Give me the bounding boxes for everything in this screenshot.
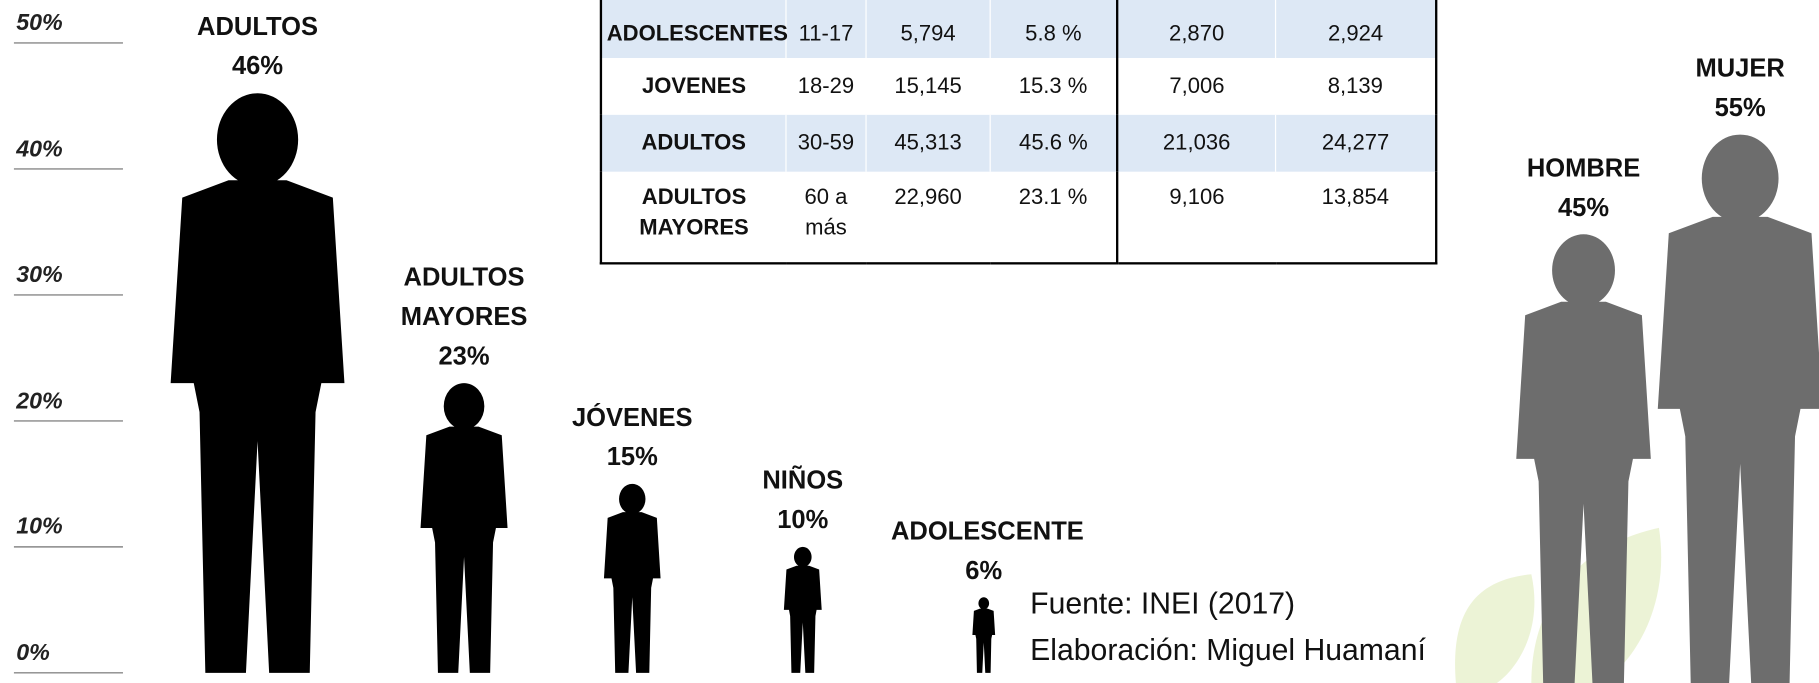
figure (421, 383, 508, 673)
table-cell: JOVENES (601, 58, 786, 115)
value-label: 6% (891, 551, 1077, 590)
table-cell: 5.8 % (990, 0, 1117, 58)
table-cell: 45.6 % (990, 115, 1117, 172)
table-cell: 18-29 (786, 58, 866, 115)
y-tick-label: 10% (16, 514, 62, 541)
y-tick-label: 50% (16, 10, 62, 37)
table-cell: 21,036 (1117, 115, 1275, 172)
category-label: ADULTOS MAYORES (371, 258, 557, 337)
value-label: 23% (371, 337, 557, 376)
figure (1658, 135, 1819, 683)
y-tick-label: 40% (16, 136, 62, 163)
category-label: JÓVENES (539, 398, 725, 437)
table-cell: 45,313 (866, 115, 990, 172)
stage: ADOLESCENTES11-175,7945.8 %2,8702,924JOV… (0, 0, 1819, 683)
value-label: 45% (1491, 188, 1677, 227)
table-cell: 23.1 % (990, 172, 1117, 264)
figure (171, 93, 345, 673)
category-label: NIÑOS (710, 461, 896, 500)
table-cell: 9,106 (1117, 172, 1275, 264)
figure (604, 484, 661, 673)
infographic: ADOLESCENTES11-175,7945.8 %2,8702,924JOV… (0, 0, 1819, 683)
table-cell: 5,794 (866, 0, 990, 58)
y-tick-label: 20% (16, 388, 62, 415)
table-cell: 60 a más (786, 172, 866, 264)
category-label: ADULTOS (165, 7, 351, 46)
category-label: HOMBRE (1491, 148, 1677, 187)
table-cell: 8,139 (1276, 58, 1437, 115)
value-label: 10% (710, 500, 896, 539)
leaf (1455, 574, 1534, 683)
category-label: MUJER (1647, 49, 1819, 88)
table-cell: 13,854 (1276, 172, 1437, 264)
table-cell: 7,006 (1117, 58, 1275, 115)
table-cell: 2,924 (1276, 0, 1437, 58)
figure (972, 597, 995, 673)
table-cell: 2,870 (1117, 0, 1275, 58)
source-text: Fuente: INEI (2017) (1030, 586, 1295, 622)
category-label: ADOLESCENTE (891, 511, 1077, 550)
figure (784, 547, 822, 673)
table-cell: 22,960 (866, 172, 990, 264)
source-text: Elaboración: Miguel Huamaní (1030, 632, 1426, 668)
table-cell: 15,145 (866, 58, 990, 115)
y-tick-label: 0% (16, 640, 50, 667)
value-label: 15% (539, 437, 725, 476)
table-cell: ADOLESCENTES (601, 0, 786, 58)
y-tick-label: 30% (16, 262, 62, 289)
table-cell: 11-17 (786, 0, 866, 58)
value-label: 55% (1647, 88, 1819, 127)
table-cell: ADULTOS (601, 115, 786, 172)
table-cell: ADULTOS MAYORES (601, 172, 786, 264)
table-cell: 30-59 (786, 115, 866, 172)
table-cell: 15.3 % (990, 58, 1117, 115)
table-cell: 24,277 (1276, 115, 1437, 172)
value-label: 46% (165, 47, 351, 86)
